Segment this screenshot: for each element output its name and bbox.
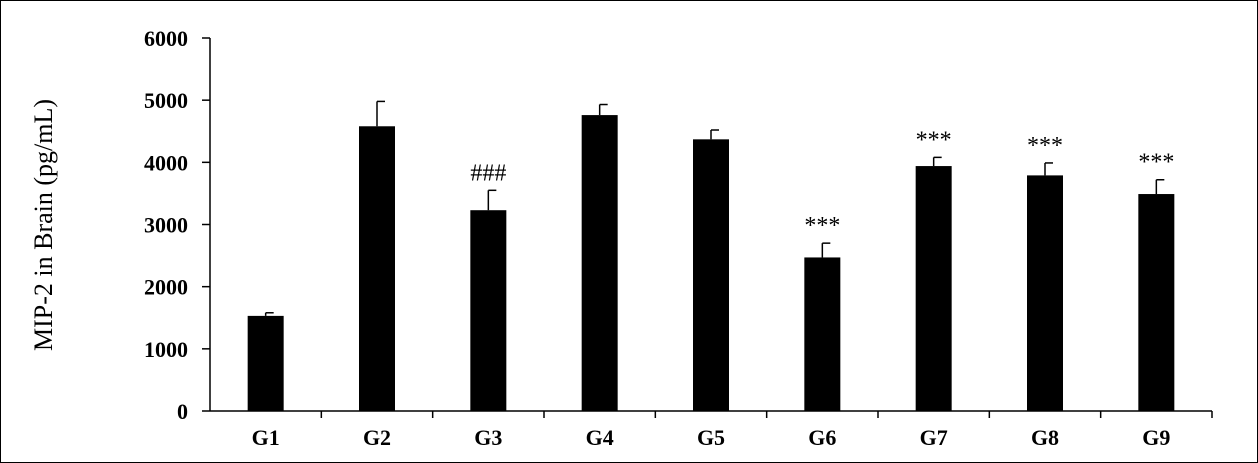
bar — [1027, 175, 1063, 411]
bar — [1138, 194, 1175, 411]
y-tick-label: 6000 — [144, 26, 188, 51]
x-tick-label: G5 — [697, 425, 725, 450]
y-tick-label: 2000 — [144, 275, 188, 300]
x-tick-label: G7 — [920, 425, 948, 450]
significance-label: *** — [804, 213, 840, 239]
y-tick-label: 0 — [177, 399, 188, 424]
x-tick-label: G2 — [363, 425, 391, 450]
significance-label: *** — [1027, 133, 1063, 159]
x-tick-label: G9 — [1142, 425, 1170, 450]
significance-label: *** — [916, 127, 952, 153]
bar — [247, 315, 284, 411]
x-tick-label: G6 — [808, 425, 836, 450]
y-tick-label: 4000 — [144, 150, 188, 175]
bar — [804, 257, 841, 411]
x-tick-label: G3 — [474, 425, 502, 450]
y-tick-label: 1000 — [144, 337, 188, 362]
significance-label: ### — [470, 160, 506, 186]
bars: ### *** *** *** *** — [247, 100, 1175, 411]
bar — [915, 166, 952, 411]
bar — [693, 139, 729, 411]
x-tick-label: G4 — [586, 425, 614, 450]
y-tick-label: 5000 — [144, 88, 188, 113]
bar — [359, 126, 395, 411]
bar — [581, 115, 618, 411]
x-tick-label: G8 — [1031, 425, 1059, 450]
y-tick-label: 3000 — [144, 213, 188, 238]
bar — [470, 210, 507, 411]
significance-label: *** — [1138, 150, 1174, 176]
x-tick-label: G1 — [252, 425, 280, 450]
y-axis-title: MIP-2 in Brain (pg/mL) — [29, 99, 58, 351]
